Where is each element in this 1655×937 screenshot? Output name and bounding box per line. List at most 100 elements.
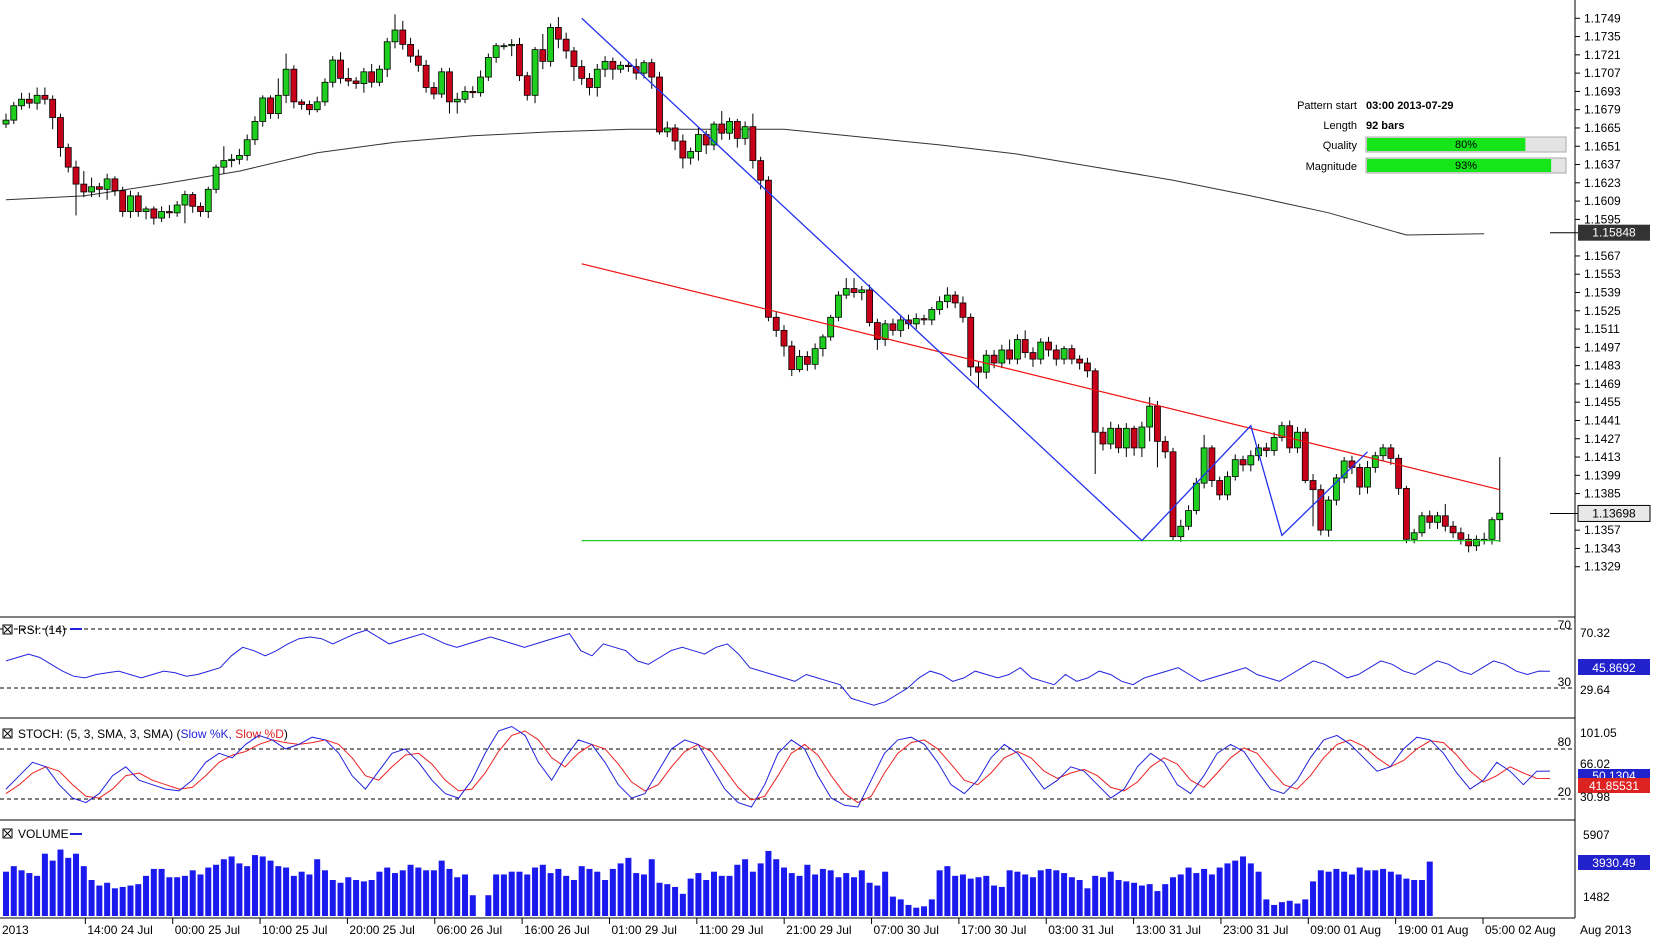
candle — [1122, 423, 1130, 458]
candle — [718, 110, 726, 140]
candle-body — [80, 183, 88, 193]
candle — [1371, 451, 1379, 473]
price-tick-label: 1.1567 — [1584, 249, 1621, 263]
candle — [103, 173, 111, 200]
volume-bar — [959, 874, 966, 916]
candle — [570, 47, 578, 81]
volume-bar — [228, 856, 235, 916]
price-tick-label: 1.1707 — [1584, 66, 1621, 80]
candle — [1130, 425, 1138, 456]
volume-bar — [150, 868, 157, 916]
price-tick-label: 1.1329 — [1584, 560, 1621, 574]
volume-bar — [1170, 877, 1176, 916]
candle — [920, 314, 928, 326]
candle-body — [111, 178, 119, 192]
volume-bar — [998, 886, 1005, 916]
candle — [469, 86, 477, 98]
candle-body — [772, 316, 780, 331]
volume-bar — [695, 873, 702, 916]
price-tick-label: 1.1553 — [1584, 267, 1621, 281]
volume-bar — [345, 877, 352, 916]
price-tick-label: 1.1609 — [1584, 194, 1621, 208]
candle — [586, 73, 593, 96]
candle — [866, 284, 873, 327]
volume-panel: VOLUME — [0, 827, 1575, 919]
candle — [1107, 421, 1115, 450]
candle — [539, 33, 547, 70]
price-tick-label: 1.1525 — [1584, 304, 1621, 318]
volume-bar — [10, 866, 17, 916]
price-tick-label: 1.1651 — [1584, 139, 1621, 153]
volume-bar — [275, 866, 282, 916]
time-tick-label: 2013 — [2, 923, 29, 937]
volume-bar — [897, 899, 904, 916]
candle — [181, 190, 189, 224]
candle-body — [1379, 447, 1387, 457]
candle — [228, 154, 236, 168]
candle — [204, 186, 212, 219]
volume-bar — [726, 875, 733, 916]
candle-body — [399, 29, 407, 45]
volume-bar — [415, 867, 422, 916]
volume-bar — [236, 863, 243, 916]
candle-body — [1060, 348, 1068, 360]
candle — [1309, 474, 1317, 527]
candle — [562, 32, 570, 59]
volume-bar — [749, 871, 756, 916]
candle — [88, 177, 95, 198]
candle-body — [49, 98, 57, 118]
candle — [165, 205, 173, 219]
candle — [259, 95, 267, 127]
volume-bar — [812, 874, 819, 916]
candle-body — [10, 105, 18, 121]
volume-bar — [788, 873, 795, 916]
price-tick-label: 1.1637 — [1584, 158, 1621, 172]
candle-body — [1309, 480, 1317, 491]
candle — [484, 53, 492, 81]
candle — [951, 291, 959, 309]
candle-body — [329, 59, 337, 83]
volume-bar — [1224, 863, 1231, 916]
candle — [391, 14, 399, 49]
candle-body — [1045, 341, 1052, 351]
candle — [282, 53, 290, 104]
volume-bar — [1208, 874, 1215, 916]
volume-axis-top: 5907 — [1583, 828, 1610, 842]
volume-bar — [586, 868, 593, 916]
time-tick-label: 10:00 25 Jul — [262, 923, 327, 937]
candle-body — [695, 134, 702, 152]
volume-bar — [111, 888, 118, 916]
volume-bar — [493, 874, 500, 916]
candle — [726, 117, 733, 140]
volume-bar — [283, 867, 290, 916]
stoch-axis-top: 101.05 — [1580, 726, 1617, 740]
volume-bar — [710, 871, 717, 916]
volume-bar — [633, 873, 640, 916]
candle-body — [18, 98, 25, 107]
rsi-line — [5, 629, 1551, 706]
volume-bar — [928, 899, 935, 916]
candle-body — [391, 29, 399, 43]
candle — [1014, 334, 1021, 365]
volume-bar — [337, 882, 344, 916]
candle-body — [453, 98, 461, 103]
price-tick-label: 1.1735 — [1584, 30, 1621, 44]
volume-bar — [430, 870, 437, 916]
candle — [523, 71, 531, 101]
candle-body — [1091, 370, 1099, 433]
candle — [49, 95, 57, 130]
candle — [220, 146, 228, 174]
volume-bar — [119, 886, 126, 916]
candle — [710, 121, 718, 151]
candle-body — [204, 188, 212, 212]
candle — [772, 312, 780, 337]
volume-bar — [967, 878, 974, 916]
candle-body — [1216, 480, 1224, 496]
candle-body — [306, 104, 313, 111]
time-tick-label: 23:00 31 Jul — [1223, 923, 1288, 937]
candle-body — [344, 77, 352, 82]
candle — [554, 16, 562, 49]
candle-body — [726, 121, 733, 134]
candle-body — [1192, 482, 1200, 511]
price-tick-label: 1.1665 — [1584, 121, 1621, 135]
